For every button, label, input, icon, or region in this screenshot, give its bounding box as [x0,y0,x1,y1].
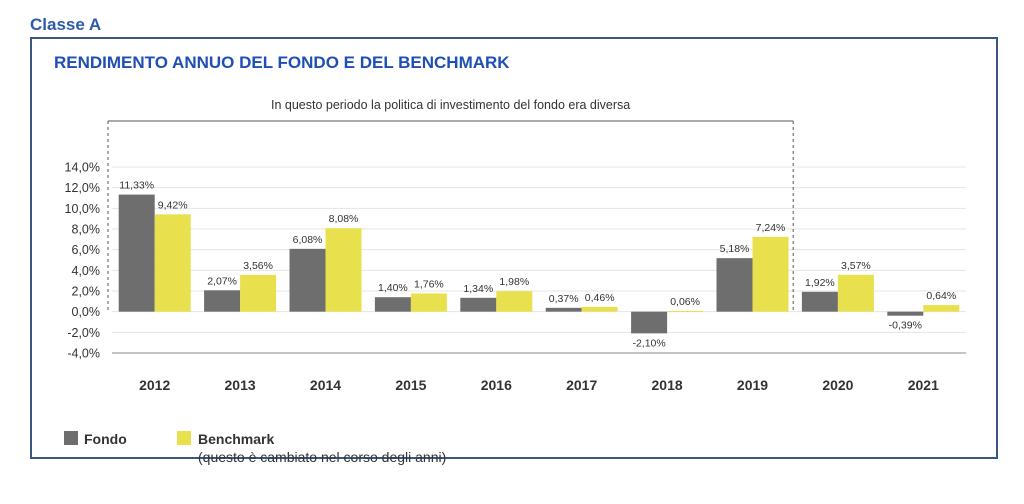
bar-benchmark-2019 [752,236,789,312]
y-tick-label: -4,0% [67,347,100,361]
x-category-label: 2019 [737,377,768,393]
x-category-label: 2016 [481,377,512,393]
bar-fondo-2014 [289,248,326,312]
data-label-fondo-2012: 11,33% [119,180,154,192]
bar-fondo-2017 [545,307,582,312]
x-category-label: 2020 [822,377,853,393]
data-label-benchmark-2018: 0,06% [670,296,700,308]
data-label-fondo-2014: 6,08% [293,234,323,246]
y-tick-label: 4,0% [72,264,101,278]
bar-benchmark-2014 [325,228,362,312]
data-label-benchmark-2015: 1,76% [414,278,444,290]
bar-benchmark-2016 [496,291,533,312]
y-tick-label: 10,0% [65,202,100,216]
data-label-benchmark-2013: 3,56% [243,260,273,272]
x-category-label: 2013 [225,377,256,393]
bar-benchmark-2017 [581,306,618,312]
bar-fondo-2018 [631,311,668,334]
bar-benchmark-2015 [410,293,447,312]
bar-fondo-2021 [887,311,924,316]
period-annotation: In questo periodo la politica di investi… [271,98,630,112]
data-label-fondo-2018: -2,10% [632,337,665,349]
bar-benchmark-2013 [240,274,277,312]
legend: Fondo Benchmark (questo è cambiato nel c… [64,431,446,465]
data-label-fondo-2015: 1,40% [378,282,408,294]
data-label-benchmark-2019: 7,24% [756,222,786,234]
data-label-fondo-2019: 5,18% [720,243,750,255]
x-category-label: 2018 [652,377,683,393]
class-label: Classe A [30,15,102,34]
legend-swatch-fondo [64,431,78,445]
x-category-label: 2015 [395,377,426,393]
bar-fondo-2012 [118,194,155,312]
y-tick-label: -2,0% [67,326,100,340]
data-label-fondo-2016: 1,34% [463,283,493,295]
y-tick-label: 6,0% [72,243,101,257]
data-label-fondo-2013: 2,07% [207,275,237,287]
legend-note-benchmark: (questo è cambiato nel corso degli anni) [198,449,446,465]
legend-label-benchmark: Benchmark [198,431,274,447]
bar-benchmark-2018 [667,311,704,313]
x-category-label: 2021 [908,377,939,393]
bar-fondo-2015 [374,297,411,312]
legend-label-fondo: Fondo [84,431,127,447]
data-label-benchmark-2017: 0,46% [585,292,615,304]
x-category-label: 2012 [139,377,170,393]
y-tick-label: 2,0% [72,285,101,299]
bar-benchmark-2021 [923,305,960,312]
y-tick-label: 14,0% [65,161,100,175]
data-label-benchmark-2016: 1,98% [499,276,529,288]
data-label-benchmark-2020: 3,57% [841,260,871,272]
data-label-fondo-2017: 0,37% [549,293,579,305]
legend-swatch-benchmark [177,431,191,445]
y-tick-label: 12,0% [65,181,100,195]
data-label-benchmark-2021: 0,64% [926,290,956,302]
bar-fondo-2019 [716,258,753,312]
chart-frame [30,37,998,459]
x-category-label: 2014 [310,377,341,393]
y-tick-label: 0,0% [72,305,101,319]
bar-fondo-2020 [801,291,838,312]
data-label-benchmark-2014: 8,08% [329,213,359,225]
data-label-fondo-2020: 1,92% [805,277,835,289]
bar-fondo-2016 [460,297,497,312]
y-tick-label: 8,0% [72,223,101,237]
bar-benchmark-2012 [154,214,191,312]
x-category-label: 2017 [566,377,597,393]
bar-benchmark-2020 [837,274,874,312]
chart-title: RENDIMENTO ANNUO DEL FONDO E DEL BENCHMA… [54,53,510,72]
bar-fondo-2013 [204,290,241,312]
data-label-fondo-2021: -0,39% [889,320,922,332]
data-label-benchmark-2012: 9,42% [158,199,188,211]
